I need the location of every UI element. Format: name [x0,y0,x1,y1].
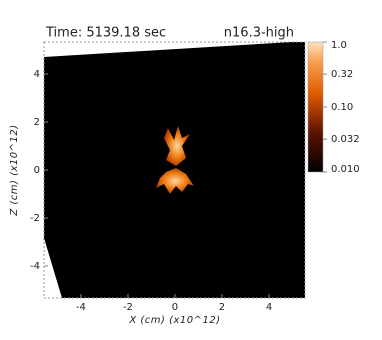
title: Time: 5139.18 sec [45,26,166,41]
colorbar-tick-label: 0.32 [331,69,353,80]
y-axis-label: Z (cm) (x10^12) [9,124,20,216]
colorbar-tick-label: 0.10 [331,102,353,113]
jet-lower [156,168,194,194]
x-tick-label: -2 [123,302,133,313]
y-tick-label: -2 [30,213,40,224]
x-tick-label: -4 [76,302,86,313]
image-area [44,42,305,298]
colorbar [307,41,324,173]
x-tick-label: 2 [219,302,225,313]
x-tick-label: 0 [172,302,178,313]
subtitle: n16.3-high [224,26,294,41]
colorbar-tick-label: 0.010 [331,164,360,175]
y-tick-label: -4 [30,261,40,272]
x-axis-label: X (cm) (x10^12) [128,315,220,326]
jet-upper [164,126,190,166]
y-tick-label: 2 [34,117,40,128]
x-tick-label: 4 [266,302,272,313]
colorbar-tick-label: 1.0 [331,40,347,51]
y-tick-label: 4 [34,69,40,80]
colorbar-tick-label: 0.032 [331,134,360,145]
y-tick-label: 0 [34,165,40,176]
